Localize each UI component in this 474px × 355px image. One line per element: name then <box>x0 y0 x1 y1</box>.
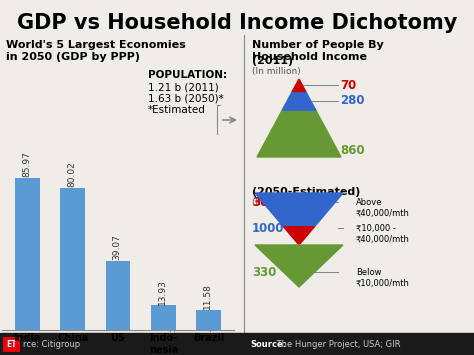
Text: (2011): (2011) <box>252 56 293 66</box>
Text: World's 5 Largest Economies
in 2050 (GDP by PPP): World's 5 Largest Economies in 2050 (GDP… <box>6 40 186 62</box>
Text: The Hunger Project, USA; GIR: The Hunger Project, USA; GIR <box>274 340 401 349</box>
Text: (In million): (In million) <box>252 198 301 207</box>
Bar <box>60 188 85 330</box>
Polygon shape <box>283 227 314 245</box>
Text: rce: Citigroup: rce: Citigroup <box>23 340 80 349</box>
Bar <box>15 178 40 330</box>
Text: 1000: 1000 <box>252 222 284 235</box>
Text: 70: 70 <box>340 79 356 92</box>
Text: 330: 330 <box>252 266 276 279</box>
Text: (In million): (In million) <box>252 67 301 76</box>
Text: ($ trillion): ($ trillion) <box>168 323 212 332</box>
Text: Below
₹10,000/mth: Below ₹10,000/mth <box>356 268 410 288</box>
Bar <box>196 310 221 330</box>
Text: 80.02: 80.02 <box>67 162 76 187</box>
Text: ₹10,000 -
₹40,000/mth: ₹10,000 - ₹40,000/mth <box>356 224 410 244</box>
Text: Above
₹40,000/mth: Above ₹40,000/mth <box>356 198 410 218</box>
Bar <box>106 261 130 330</box>
Polygon shape <box>255 193 343 227</box>
Text: 13.93: 13.93 <box>158 279 167 305</box>
Bar <box>0 333 474 355</box>
Polygon shape <box>255 245 343 287</box>
Text: POPULATION:: POPULATION: <box>148 70 227 80</box>
Text: 280: 280 <box>340 94 365 107</box>
Polygon shape <box>282 92 316 110</box>
Text: 300: 300 <box>252 196 276 209</box>
Text: GDP vs Household Income Dichotomy: GDP vs Household Income Dichotomy <box>17 13 457 33</box>
Text: 1.21 b (2011)
1.63 b (2050)*
*Estimated: 1.21 b (2011) 1.63 b (2050)* *Estimated <box>148 82 224 115</box>
Bar <box>151 305 176 330</box>
Text: 85.97: 85.97 <box>22 151 31 177</box>
Polygon shape <box>257 110 341 157</box>
Text: Number of People By
Household Income: Number of People By Household Income <box>252 40 384 62</box>
Text: 39.07: 39.07 <box>113 234 122 260</box>
Text: ET: ET <box>6 340 17 349</box>
Polygon shape <box>292 79 306 92</box>
Text: 860: 860 <box>340 144 365 157</box>
Text: (2050-Estimated): (2050-Estimated) <box>252 187 360 197</box>
FancyBboxPatch shape <box>3 337 20 352</box>
Text: 11.58: 11.58 <box>203 283 212 309</box>
Text: Source:: Source: <box>250 340 286 349</box>
